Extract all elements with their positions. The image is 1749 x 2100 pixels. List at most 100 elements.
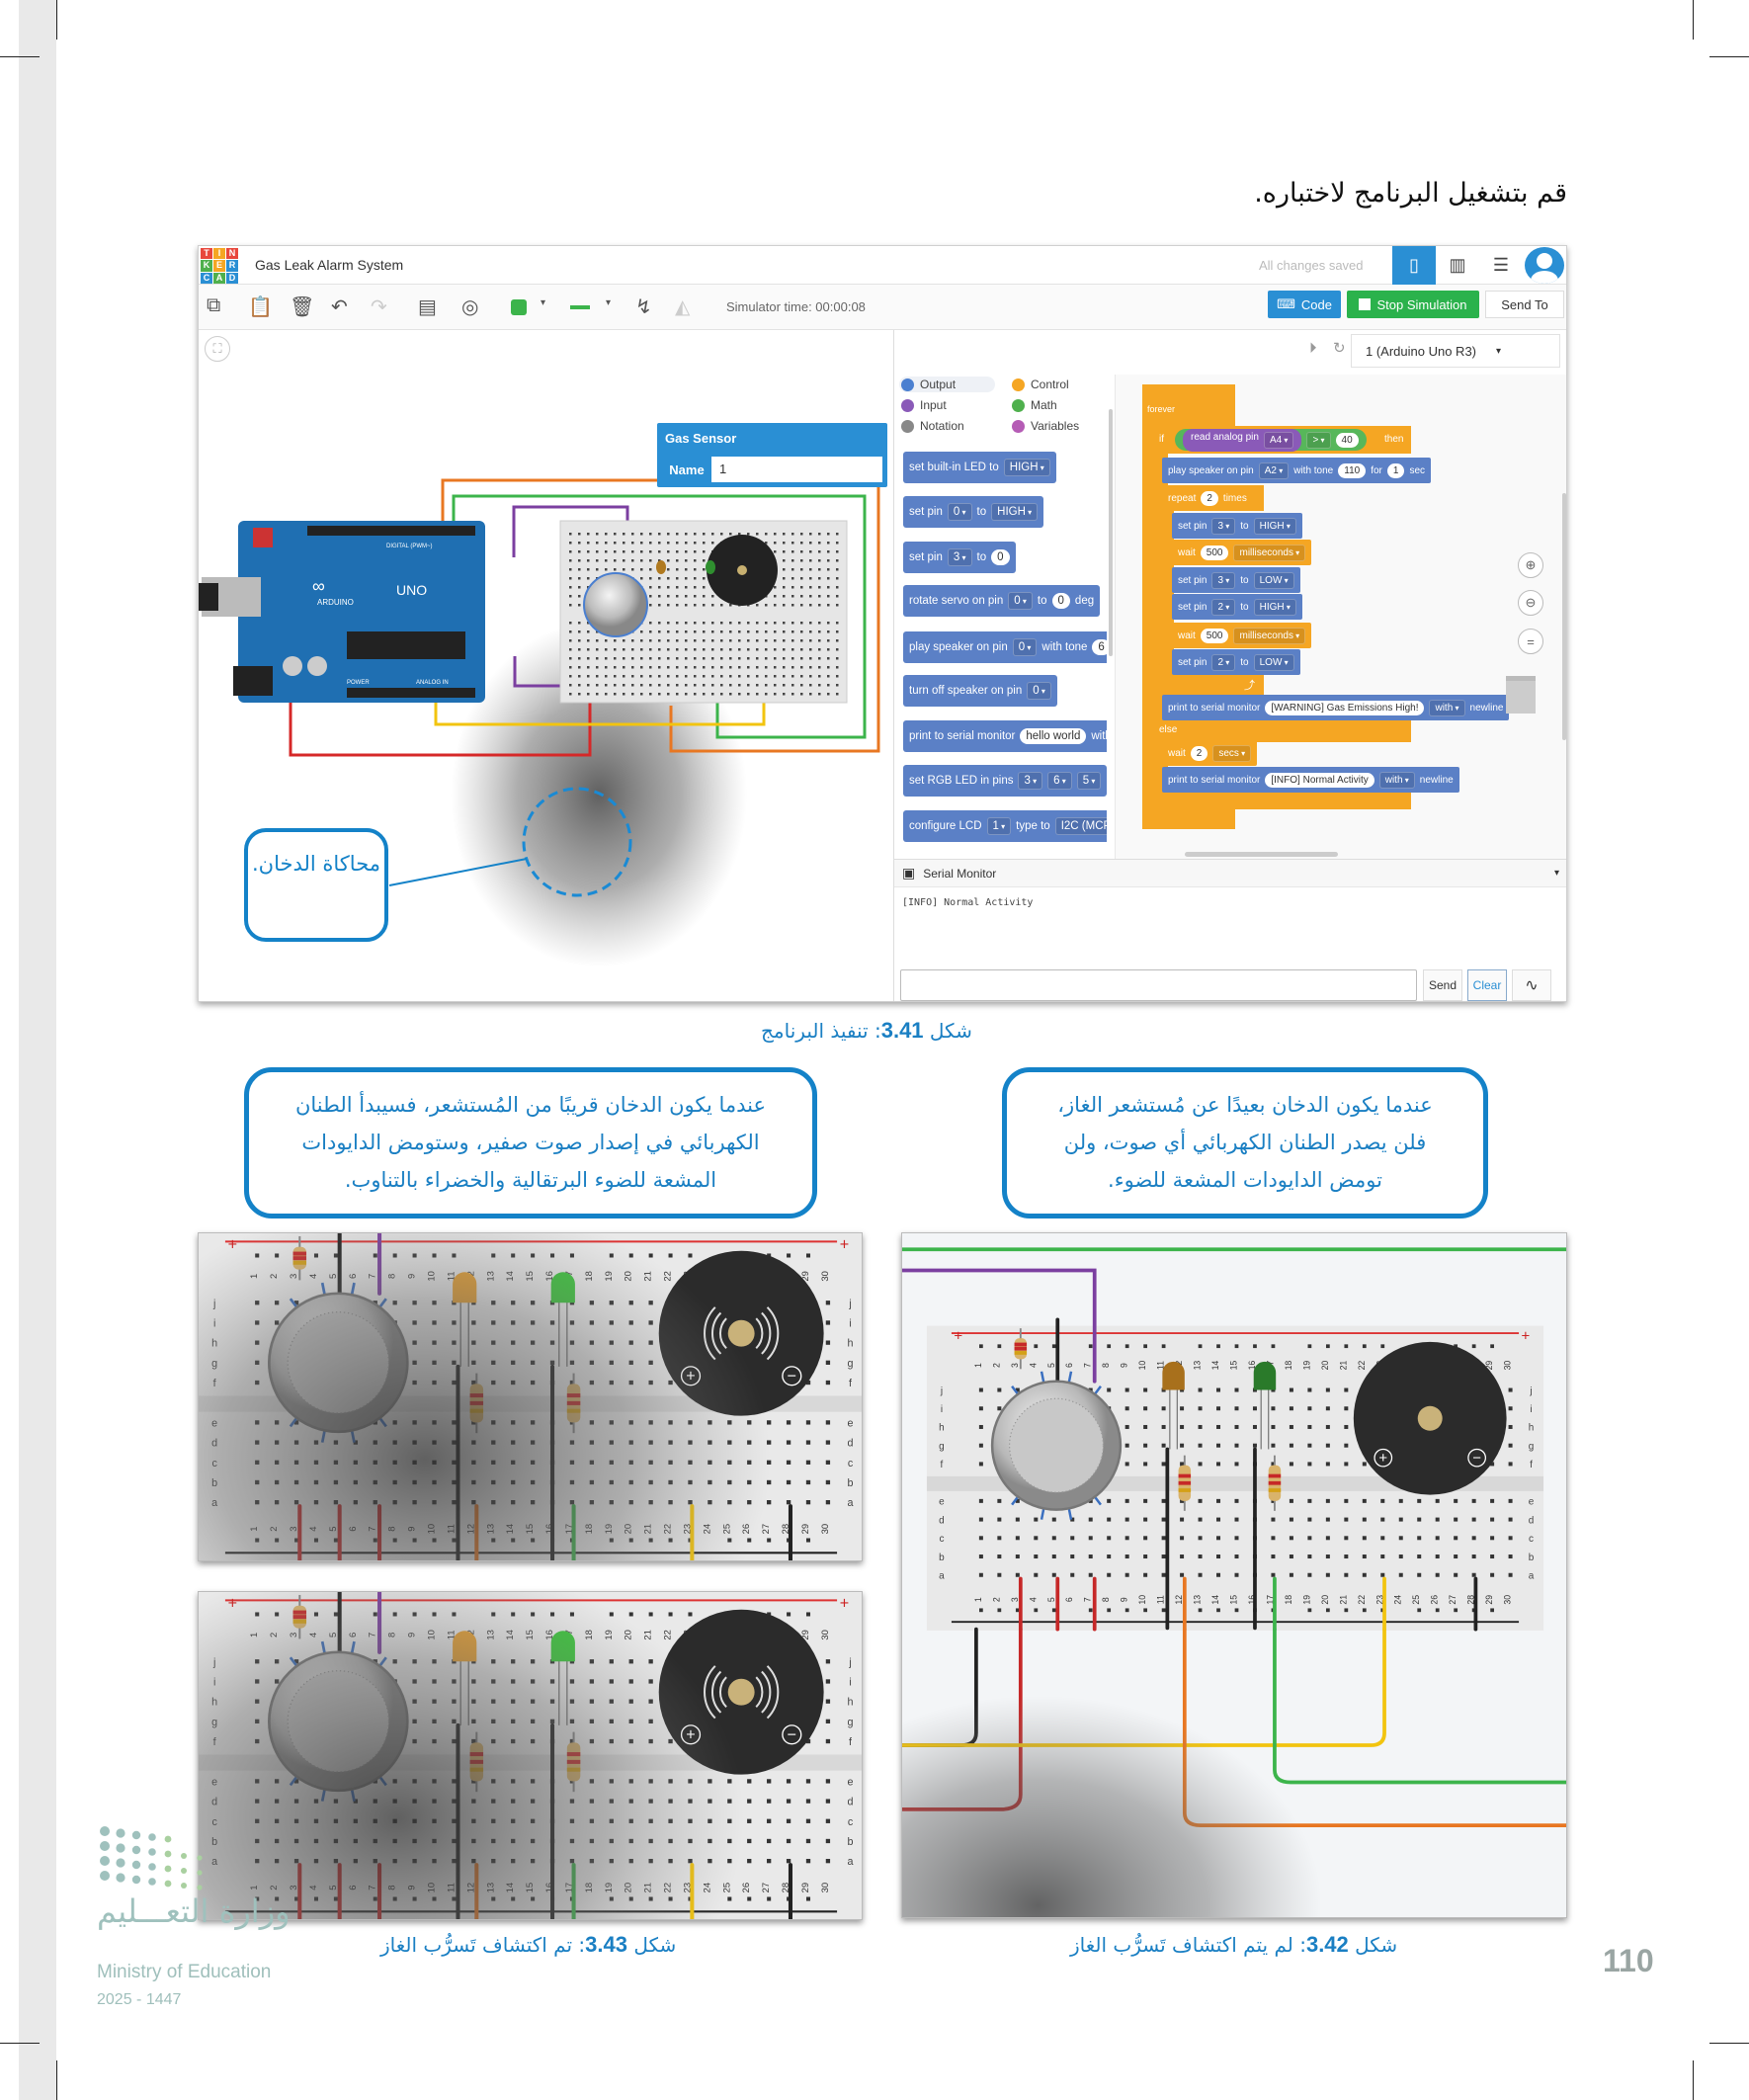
block-dropdown[interactable]: milliseconds <box>1233 627 1306 644</box>
block-dropdown[interactable]: 0 <box>947 503 972 521</box>
block-input[interactable]: hello world <box>1020 728 1087 744</box>
wire[interactable] <box>441 478 880 753</box>
palette-block[interactable]: set built-in LED to HIGH <box>903 452 1056 483</box>
category-notation[interactable]: Notation <box>899 418 966 434</box>
block-dropdown[interactable]: HIGH <box>1003 459 1050 476</box>
code-button[interactable]: ⌨ Code <box>1268 291 1341 318</box>
compare-block[interactable]: read analog pin A4 >40 <box>1175 428 1367 452</box>
zoom-out-icon[interactable]: ⊖ <box>1518 590 1543 616</box>
serial-input[interactable] <box>900 969 1417 1001</box>
category-output[interactable]: Output <box>899 377 996 392</box>
block-input[interactable]: 0 <box>1051 593 1070 609</box>
stop-simulation-button[interactable]: Stop Simulation <box>1347 291 1479 318</box>
code-block[interactable]: play speaker on pin A2with tone 110 for 1 sec <box>1162 458 1431 483</box>
code-block[interactable]: wait 500 milliseconds <box>1172 540 1312 565</box>
block-dropdown[interactable]: milliseconds <box>1233 544 1306 561</box>
category-math[interactable]: Math <box>1010 397 1059 413</box>
step-icon[interactable]: ⏵ <box>1309 340 1317 357</box>
annotation-icon[interactable]: ◎ <box>461 296 479 318</box>
redo-icon[interactable]: ↷ <box>371 296 387 318</box>
threshold-input[interactable]: 40 <box>1335 432 1359 448</box>
serial-clear-button[interactable]: Clear <box>1467 969 1507 1001</box>
serial-monitor-header[interactable]: ▣ Serial Monitor ▾ <box>894 860 1566 887</box>
design-title[interactable]: Gas Leak Alarm System <box>255 257 404 273</box>
chevron-down-icon[interactable]: ▾ <box>541 297 546 308</box>
block-input[interactable]: 1 <box>1386 462 1405 478</box>
block-input[interactable]: 110 <box>1338 462 1367 478</box>
user-avatar[interactable] <box>1525 247 1564 284</box>
delete-icon[interactable]: 🗑 <box>290 296 315 318</box>
breadboard[interactable] <box>559 520 848 704</box>
block-dropdown[interactable]: with <box>1378 771 1415 789</box>
operator-dropdown[interactable]: > <box>1306 431 1331 449</box>
palette-block[interactable]: turn off speaker on pin 0 <box>903 675 1057 707</box>
undo-icon[interactable]: ↶ <box>331 296 348 318</box>
category-control[interactable]: Control <box>1010 377 1071 392</box>
palette-block[interactable]: set pin 3 to 0 <box>903 542 1016 573</box>
block-dropdown[interactable]: 2 <box>1211 598 1236 616</box>
name-field[interactable]: Name 1 <box>661 456 883 483</box>
component-list-button[interactable]: ☰ <box>1479 246 1523 285</box>
code-block[interactable]: repeat 2 times <box>1162 485 1253 511</box>
fit-view-icon[interactable]: ⛶ <box>205 336 230 362</box>
block-dropdown[interactable]: A4 <box>1263 431 1294 449</box>
block-input[interactable]: [WARNING] Gas Emissions High! <box>1265 700 1425 715</box>
read-analog-block[interactable]: read analog pin A4 <box>1183 428 1302 452</box>
palette-scrollbar[interactable] <box>1109 409 1113 656</box>
schematic-view-button[interactable]: ▥ <box>1436 246 1479 285</box>
send-to-button[interactable]: Send To <box>1485 291 1564 318</box>
block-input[interactable]: 0 <box>991 549 1010 565</box>
block-dropdown[interactable]: 3 <box>1211 571 1236 589</box>
color-picker-button[interactable] <box>511 299 527 315</box>
wire[interactable] <box>452 494 867 739</box>
circuit-view-button[interactable]: ▯ <box>1392 246 1436 285</box>
debug-icon[interactable]: ↻ <box>1333 340 1346 357</box>
block-dropdown[interactable]: 3 <box>1018 772 1043 790</box>
gas-sensor[interactable] <box>583 572 648 637</box>
block-input[interactable]: [INFO] Normal Activity <box>1265 772 1374 788</box>
block-dropdown[interactable]: I2C (MCP2 <box>1054 817 1107 835</box>
orange-led[interactable] <box>656 560 666 574</box>
palette-block[interactable]: print to serial monitor hello world with <box>903 720 1107 752</box>
block-dropdown[interactable]: 0 <box>1012 638 1038 656</box>
smoke-selection-circle[interactable] <box>522 787 632 897</box>
rotate-icon[interactable]: ↯ <box>635 296 652 318</box>
workspace-scrollbar[interactable] <box>1185 852 1338 857</box>
block-dropdown[interactable]: HIGH <box>1253 598 1296 616</box>
category-variables[interactable]: Variables <box>1010 418 1081 434</box>
block-input[interactable]: 500 <box>1200 545 1229 560</box>
paste-icon[interactable]: 📋 <box>248 296 273 318</box>
code-block[interactable]: print to serial monitor [INFO] Normal Act… <box>1162 767 1459 793</box>
block-dropdown[interactable]: secs <box>1212 744 1252 762</box>
block-dropdown[interactable]: A2 <box>1258 462 1290 479</box>
palette-block[interactable]: configure LCD 1 type to I2C (MCP2 <box>903 810 1107 842</box>
palette-block[interactable]: set pin 0 to HIGH <box>903 496 1044 528</box>
block-dropdown[interactable]: with <box>1429 699 1465 716</box>
circuit-canvas[interactable]: ⛶ ARDUINO UNO DIGITAL (PWM~) POWER ANALOG IN… <box>199 330 893 1001</box>
code-block[interactable]: wait 2 secs <box>1162 740 1258 766</box>
zoom-in-icon[interactable]: ⊕ <box>1518 552 1543 578</box>
board-select[interactable]: 1 (Arduino Uno R3) ▾ <box>1351 334 1560 368</box>
trash-icon[interactable] <box>1506 676 1536 714</box>
block-input[interactable]: 6 <box>1092 639 1107 655</box>
serial-plotter-button[interactable]: ∿ <box>1512 969 1551 1001</box>
block-dropdown[interactable]: 1 <box>986 817 1012 835</box>
block-input[interactable]: 500 <box>1200 628 1229 643</box>
block-dropdown[interactable]: HIGH <box>1253 517 1296 535</box>
block-input[interactable]: 2 <box>1201 490 1218 506</box>
palette-block[interactable]: set RGB LED in pins 365 <box>903 765 1107 797</box>
wire[interactable] <box>289 686 592 757</box>
arduino-uno-board[interactable]: ARDUINO UNO DIGITAL (PWM~) POWER ANALOG IN ∞ <box>199 521 485 703</box>
name-value[interactable]: 1 <box>719 462 727 476</box>
code-block[interactable]: print to serial monitor [WARNING] Gas Emi… <box>1162 695 1510 720</box>
wire-type-button[interactable] <box>570 305 590 309</box>
block-dropdown[interactable]: LOW <box>1253 653 1294 671</box>
category-input[interactable]: Input <box>899 397 949 413</box>
chevron-down-icon[interactable]: ▾ <box>1553 868 1559 879</box>
block-dropdown[interactable]: 3 <box>947 548 972 566</box>
